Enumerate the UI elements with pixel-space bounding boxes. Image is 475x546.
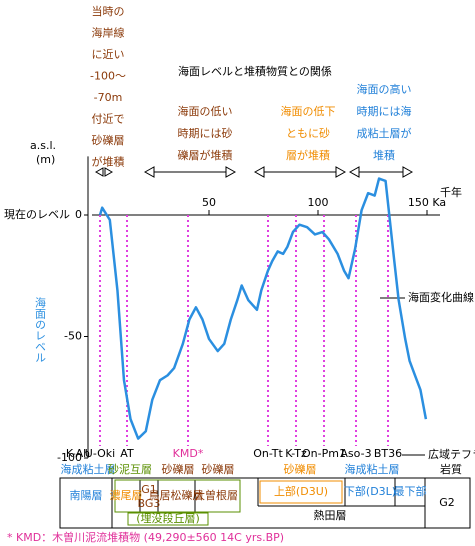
y-tick-label: 0	[75, 208, 82, 221]
formation-label: 濃尾層	[110, 488, 143, 502]
annotation: 砂礫層	[92, 133, 125, 147]
y-tick-label: -100	[57, 451, 82, 464]
lithology-label: 砂泥互層	[108, 463, 152, 476]
annotation: 時期には海	[357, 104, 412, 118]
zero-label: 現在のレベル	[4, 208, 70, 221]
tephra-label: KMD*	[173, 447, 204, 460]
footnote: * KMD：木曽川泥流堆積物 (49,290±560 14C yrs.BP)	[7, 530, 284, 544]
formation-label: BG3	[138, 497, 161, 510]
sea-level-curve	[98, 177, 428, 440]
lithology-label: 海成粘土層	[345, 462, 400, 476]
tephra-title: 広域テフラ	[428, 448, 475, 461]
annotation: 海岸線	[92, 26, 125, 40]
strata-frame	[59, 477, 471, 529]
tephra-label: AT	[120, 447, 134, 460]
formation-label: G2	[439, 496, 455, 509]
tephra-label: K-Ah	[66, 447, 90, 460]
lithology-label: 砂礫層	[162, 462, 195, 476]
series-label: 海面変化曲線	[408, 290, 474, 304]
annotation: 海面の低い	[178, 104, 233, 118]
annotation: -70m	[94, 91, 123, 104]
tephra-label: BT36	[374, 447, 402, 460]
formation-label: 熱田層	[314, 509, 347, 522]
arrows	[94, 166, 414, 178]
annotation: 当時の	[92, 4, 125, 18]
formation-label: 最下部	[394, 484, 427, 498]
chart-title: 海面レベルと堆積物質との関係	[178, 64, 332, 78]
annotation: 海面の高い	[357, 82, 412, 96]
y-tick-label: -50	[64, 330, 82, 343]
annotation: 海面の低下	[281, 104, 336, 118]
tephra-label: Aso-3	[340, 447, 371, 460]
tephra-label: U-Oki	[85, 447, 115, 460]
lithology-label: 海成粘土層	[61, 462, 116, 476]
annotation: 時期には砂	[178, 127, 233, 140]
annotation: 層が堆積	[286, 148, 330, 162]
annotation: 礫層が堆積	[178, 148, 233, 162]
x-tick-label: 150 Ka	[408, 196, 446, 209]
tephra-label: On-Tt	[253, 447, 283, 460]
x-tick-label: 50	[202, 196, 216, 209]
y-axis-label: a.s.l.	[30, 139, 56, 152]
y-axis-unit: (m)	[36, 153, 55, 166]
formation-label: 大曽根層	[194, 488, 238, 502]
annotation: 堆積	[373, 148, 395, 162]
formation-label: 鳥居松礫層	[149, 488, 204, 502]
annotation: ともに砂	[286, 127, 330, 140]
x-unit-label: 千年	[440, 185, 462, 199]
rock-label: 岩質	[440, 462, 462, 476]
formation-label: G1	[141, 483, 157, 496]
formation-label: 下部(D3L)	[344, 484, 396, 498]
tephra-label: On-Pm1	[302, 447, 346, 460]
lithology-label: 砂礫層	[202, 462, 235, 476]
annotation: -100～	[90, 70, 126, 83]
x-tick-label: 100	[308, 196, 329, 209]
formation-label: 上部(D3U)	[274, 484, 328, 498]
annotation: が堆積	[92, 155, 125, 169]
annotation: 付近で	[92, 113, 125, 126]
y-axis-title: 海面のレベル	[34, 296, 47, 363]
lithology-label: 砂礫層	[284, 462, 317, 476]
annotation: 成粘土層が	[357, 126, 412, 140]
formation-label: (埋没段丘層)	[136, 511, 200, 525]
tephra-label: K-Tz	[285, 447, 307, 460]
annotation: に近い	[92, 48, 125, 61]
formation-label: 南陽層	[70, 489, 103, 502]
